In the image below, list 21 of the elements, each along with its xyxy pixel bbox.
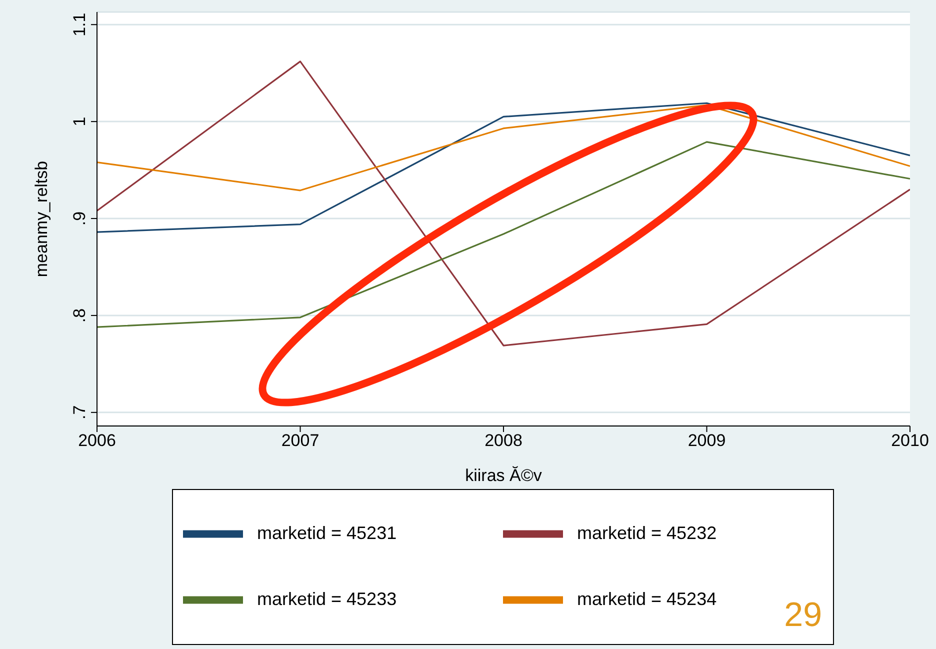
text: 29 <box>784 596 822 635</box>
legend-label: marketid = 45232 <box>577 522 717 543</box>
y-tick-label: .8 <box>70 308 89 323</box>
y-tick-label: 1 <box>70 116 89 126</box>
y-tick-label: 1.1 <box>70 12 89 36</box>
legend-label: marketid = 45234 <box>577 588 717 609</box>
line-series <box>97 104 910 192</box>
x-tick-label: 2010 <box>891 431 929 450</box>
legend-label: marketid = 45231 <box>257 522 397 543</box>
x-tick-label: 2008 <box>484 431 522 450</box>
x-tick-label: 2006 <box>78 431 116 450</box>
x-tick-label: 2009 <box>688 431 726 450</box>
y-axis-title: meanmy_reltsb <box>32 160 52 278</box>
y-tick-label: .9 <box>70 211 89 226</box>
y-tick-label: .7 <box>70 405 89 420</box>
x-tick-label: 2007 <box>281 431 320 450</box>
legend-label: marketid = 45233 <box>257 588 397 609</box>
line-series <box>97 141 910 328</box>
line-series <box>97 60 910 346</box>
line-series <box>97 102 910 233</box>
x-axis-title: kiiras Ă©v <box>465 466 542 485</box>
